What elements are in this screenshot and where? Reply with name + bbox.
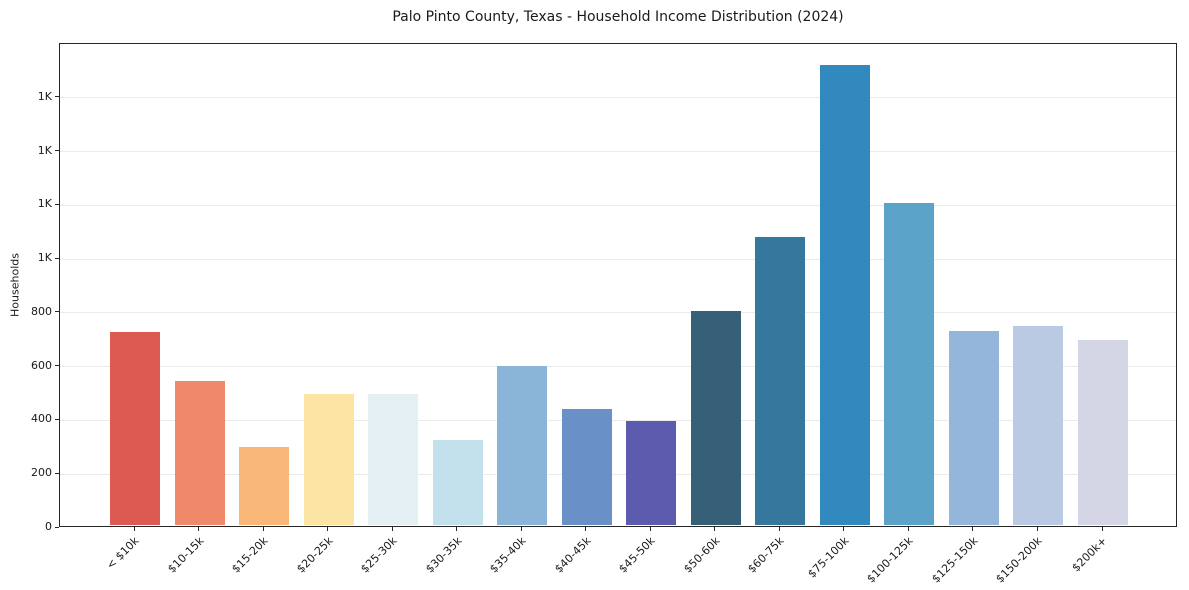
bar-$100-125k: [884, 203, 935, 525]
bar-$150-200k: [1013, 325, 1064, 525]
plot-area: [59, 43, 1177, 527]
x-tick-mark: [1036, 527, 1038, 531]
y-tick-mark: [55, 526, 59, 528]
y-tick-label: 600: [31, 358, 52, 372]
y-tick-label: 400: [31, 412, 52, 426]
x-tick-mark: [133, 527, 135, 531]
x-tick-mark: [649, 527, 651, 531]
bar-$10-15k: [174, 380, 225, 525]
x-tick-mark: [907, 527, 909, 531]
x-tick-mark: [456, 527, 458, 531]
x-tick-mark: [714, 527, 716, 531]
bar-$30-35k: [432, 439, 483, 525]
bar-$200k+: [1078, 340, 1128, 525]
gridline: [60, 419, 1176, 421]
x-tick-mark: [391, 527, 393, 531]
y-tick-label: 1K: [37, 251, 52, 265]
y-tick-mark: [55, 150, 59, 152]
x-tick-mark: [327, 527, 329, 531]
y-tick-label: 1K: [37, 197, 52, 211]
gridline: [60, 204, 1176, 206]
gridline: [60, 97, 1176, 99]
y-tick-mark: [55, 203, 59, 205]
y-tick-mark: [55, 418, 59, 420]
bar-$60-75k: [755, 236, 806, 525]
gridline: [60, 258, 1176, 260]
bar-$35-40k: [497, 366, 548, 525]
gridline: [60, 312, 1176, 314]
bar-$75-100k: [819, 64, 870, 525]
y-tick-label: 0: [45, 520, 52, 533]
bar-< $10k: [110, 332, 160, 525]
x-tick-mark: [198, 527, 200, 531]
x-tick-mark: [972, 527, 974, 531]
bar-$25-30k: [368, 394, 419, 525]
y-tick-label: 200: [31, 466, 52, 480]
x-tick-mark: [778, 527, 780, 531]
x-tick-mark: [262, 527, 264, 531]
x-tick-mark: [520, 527, 522, 531]
x-tick-label: < $10k: [103, 534, 142, 572]
y-tick-mark: [55, 472, 59, 474]
x-tick-mark: [843, 527, 845, 531]
chart-title: Palo Pinto County, Texas - Household Inc…: [392, 9, 844, 25]
y-tick-label: 1K: [37, 143, 52, 157]
gridline: [60, 151, 1176, 153]
y-tick-label: 1K: [37, 89, 52, 103]
y-tick-mark: [55, 365, 59, 367]
bar-$40-45k: [561, 409, 612, 525]
x-tick-mark: [585, 527, 587, 531]
y-tick-mark: [55, 257, 59, 259]
bar-$50-60k: [690, 310, 741, 525]
y-tick-mark: [55, 311, 59, 313]
bar-$125-150k: [948, 331, 999, 525]
gridline: [60, 366, 1176, 368]
bar-$45-50k: [626, 421, 677, 525]
y-tick-label: 800: [31, 304, 52, 318]
y-tick-mark: [55, 96, 59, 98]
bar-$20-25k: [303, 394, 354, 525]
x-tick-mark: [1101, 527, 1103, 531]
gridline: [60, 473, 1176, 475]
bar-$15-20k: [239, 446, 290, 525]
